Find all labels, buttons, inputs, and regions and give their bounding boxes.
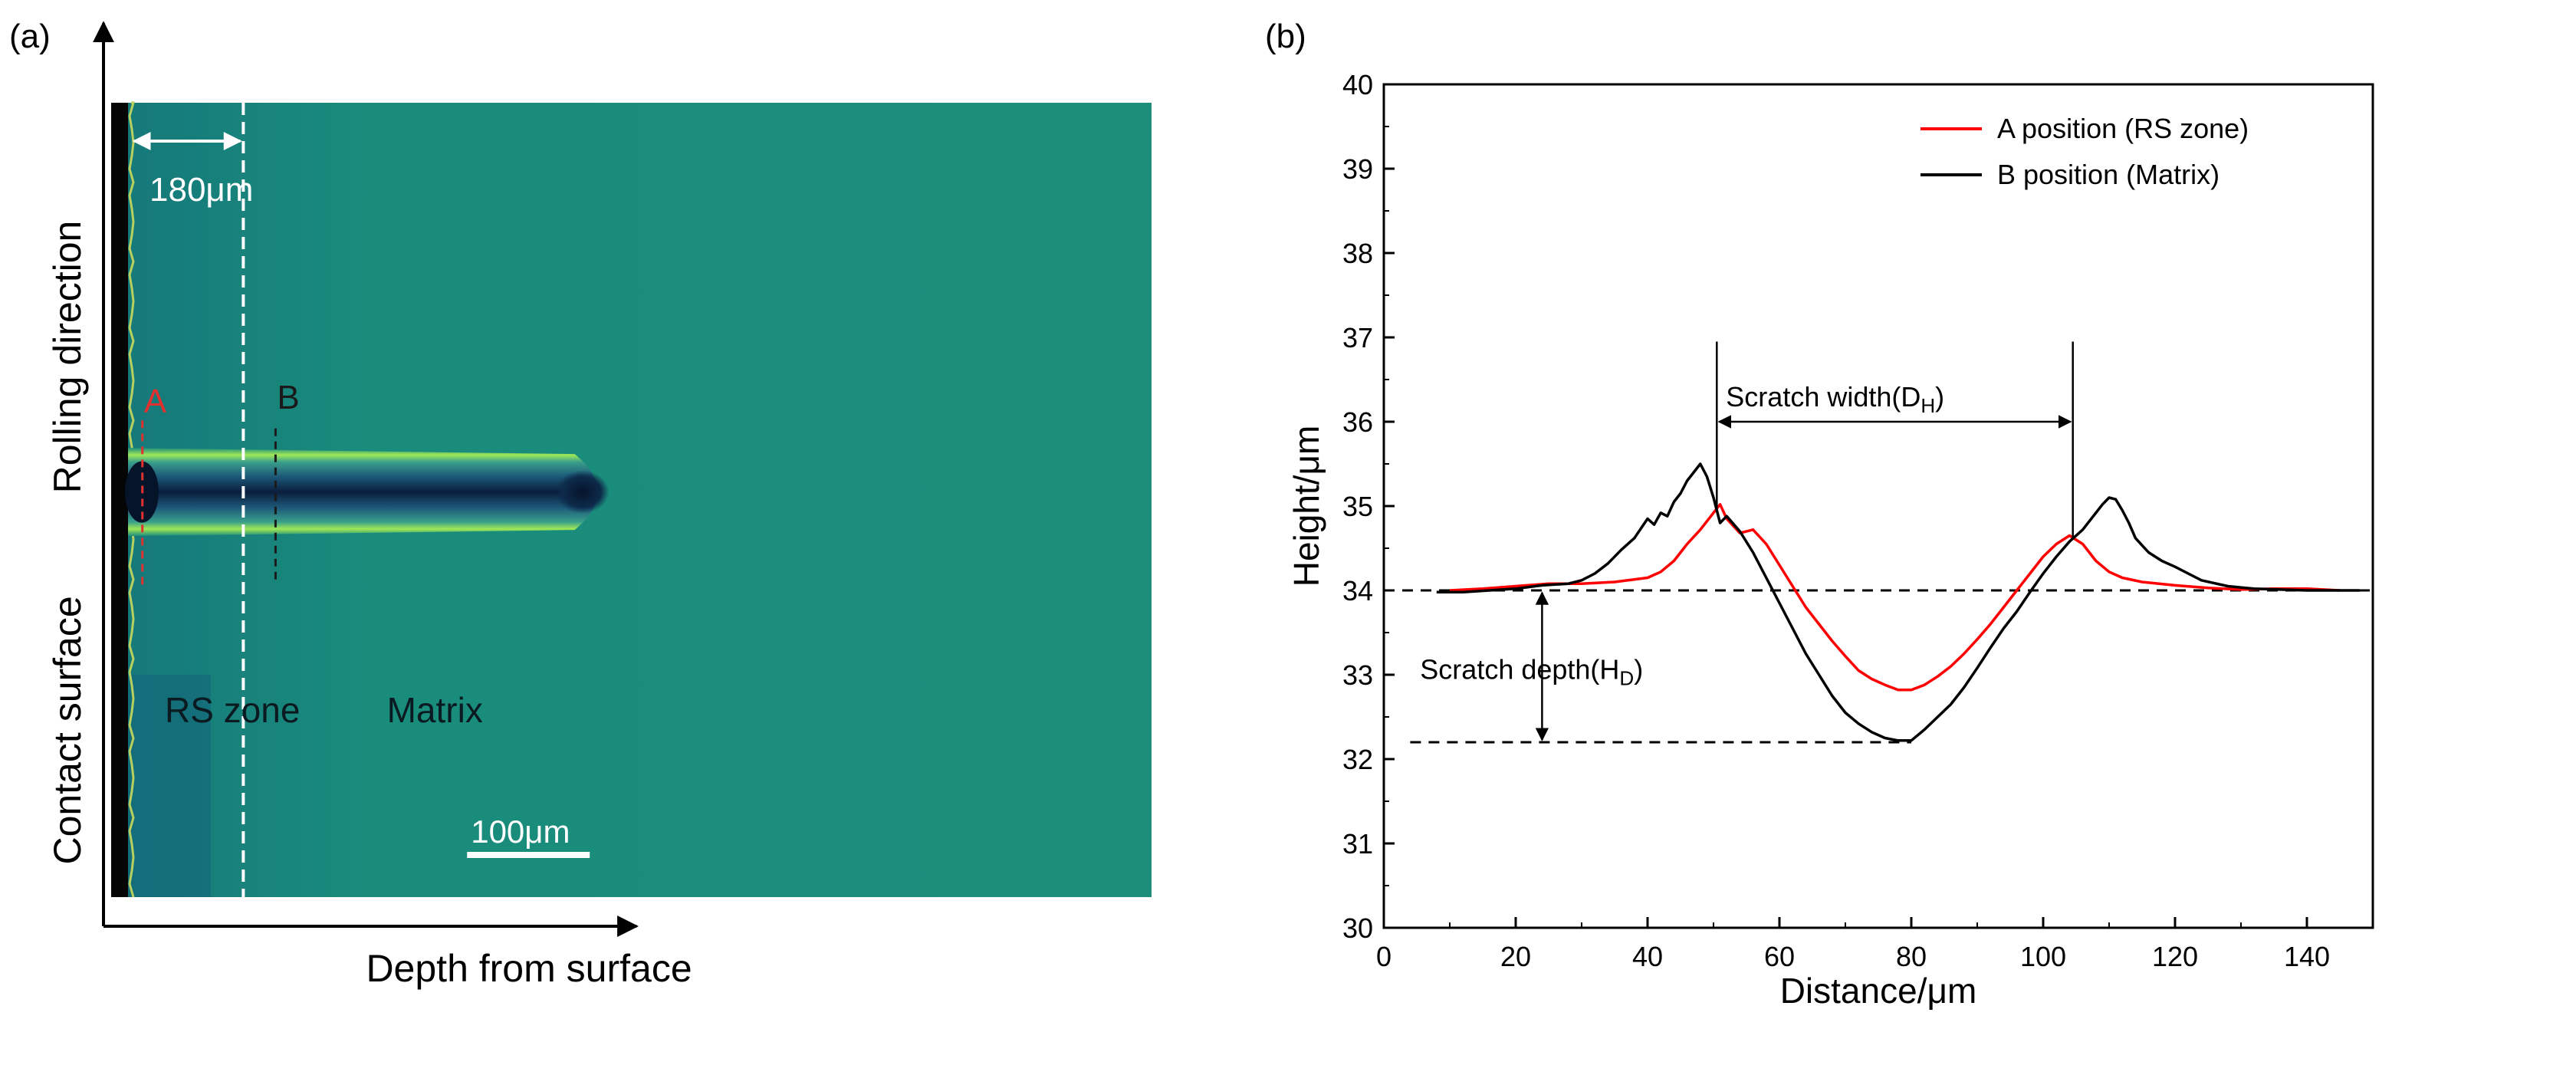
scratch-depth-label: Scratch depth(HD) (1420, 654, 1643, 690)
panel-a-label: (a) (9, 18, 51, 55)
x-axis-label: Distance/μm (1780, 971, 1977, 1011)
x-tick-label-0: 0 (1376, 941, 1392, 972)
y-tick-label-30: 30 (1342, 912, 1373, 944)
series-line-b-position (1436, 462, 2360, 742)
y-tick-label-33: 33 (1342, 659, 1373, 691)
panel-b-chart: (b) 0 20 40 60 80 100 120 140 30 31 32 33 34 35 36 37 38 3… (1265, 18, 2374, 1011)
marker-a-label: A (144, 383, 167, 420)
x-tick-label-80: 80 (1896, 941, 1927, 972)
y-tick-label-37: 37 (1342, 322, 1373, 353)
y-tick-label-38: 38 (1342, 238, 1373, 269)
scale-bar-label: 100μm (471, 814, 570, 850)
y-tick-label-32: 32 (1342, 744, 1373, 775)
x-tick-label-40: 40 (1632, 941, 1663, 972)
panel-a-micrograph: (a) 180μm A B RS zone Matrix 100μm Depth from s… (9, 18, 1152, 990)
y-tick-label-34: 34 (1342, 575, 1373, 607)
panel-a-y-label-bottom: Contact surface (46, 596, 89, 864)
y-tick-label-36: 36 (1342, 406, 1373, 438)
scratch-groove (128, 448, 598, 537)
zone-rs-label: RS zone (165, 690, 300, 730)
x-tick-label-60: 60 (1764, 941, 1795, 972)
rs-width-label: 180μm (150, 171, 253, 209)
y-axis-label: Height/μm (1286, 426, 1326, 587)
y-tick-label-31: 31 (1342, 828, 1373, 860)
marker-b-label: B (277, 379, 299, 416)
scratch-width-label: Scratch width(DH) (1726, 381, 1944, 417)
panel-a-y-label-top: Rolling direction (46, 221, 89, 494)
legend-entry-1: B position (Matrix) (1997, 159, 2220, 190)
contact-surface-band (111, 103, 128, 897)
x-tick-label-20: 20 (1500, 941, 1531, 972)
panel-b-label: (b) (1265, 18, 1306, 55)
zone-matrix-label: Matrix (387, 690, 483, 730)
series-line-a-position (1449, 503, 2341, 692)
y-tick-label-35: 35 (1342, 491, 1373, 522)
y-tick-label-39: 39 (1342, 153, 1373, 185)
x-tick-label-100: 100 (2020, 941, 2066, 972)
plot-frame (1382, 83, 2374, 929)
panel-a-x-axis-label: Depth from surface (366, 947, 692, 990)
y-tick-label-40: 40 (1342, 69, 1373, 100)
x-tick-label-120: 120 (2152, 941, 2198, 972)
groove-tip (555, 470, 610, 514)
legend-entry-0: A position (RS zone) (1997, 113, 2249, 144)
x-tick-label-140: 140 (2284, 941, 2330, 972)
